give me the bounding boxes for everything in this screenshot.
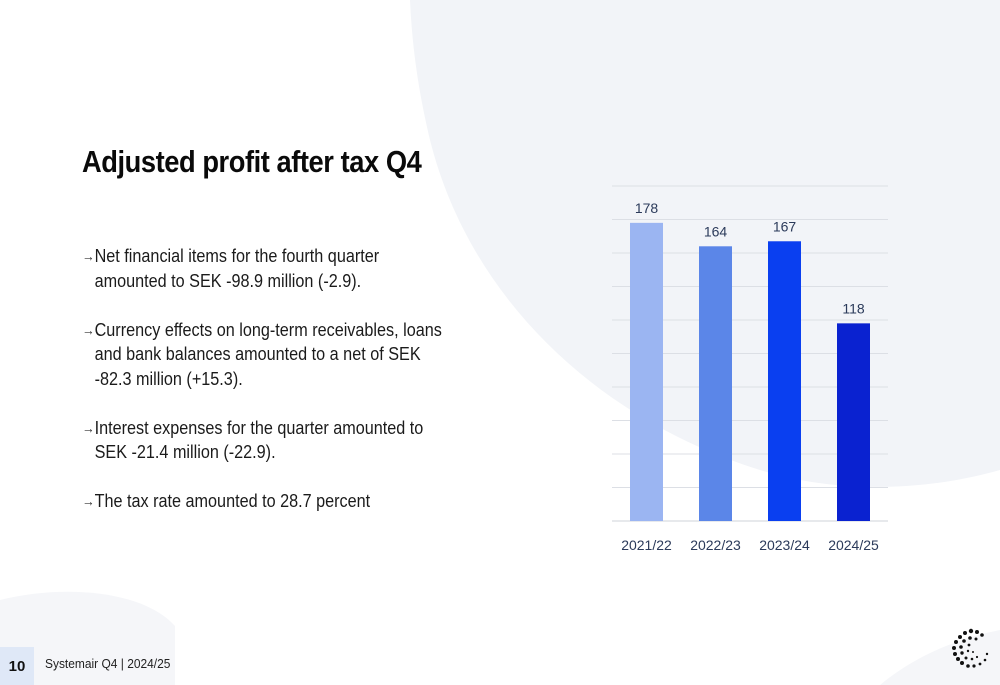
data-label: 118: [842, 300, 865, 316]
page-title: Adjusted profit after tax Q4: [82, 144, 422, 179]
bar: [630, 222, 663, 521]
arrow-right-icon: →: [82, 419, 95, 436]
bullet-item: → Interest expenses for the quarter amou…: [82, 416, 446, 465]
bullet-text: The tax rate amounted to 28.7 percent: [94, 491, 371, 511]
data-label: 164: [704, 223, 728, 239]
arrow-right-icon: →: [82, 321, 95, 338]
x-tick-label: 2021/22: [621, 537, 672, 553]
bullet-item: → The tax rate amounted to 28.7 percent: [82, 489, 446, 514]
bar: [768, 241, 801, 521]
x-tick-label: 2023/24: [759, 537, 810, 553]
data-label: 178: [635, 200, 659, 216]
x-tick-label: 2022/23: [690, 537, 741, 553]
bullet-text: Net financial items for the fourth quart…: [94, 246, 380, 291]
bar: [837, 323, 870, 521]
arrow-right-icon: →: [82, 248, 95, 264]
footer-label: Systemair Q4 | 2024/25: [45, 656, 171, 671]
systemair-logo-icon: [952, 628, 989, 668]
bar: [699, 246, 732, 522]
bullet-item: → Currency effects on long-term receivab…: [82, 318, 446, 392]
arrow-right-icon: →: [82, 493, 95, 509]
page-number: 10: [0, 647, 34, 685]
bullet-text: Interest expenses for the quarter amount…: [94, 417, 424, 463]
bullet-item: → Net financial items for the fourth qua…: [82, 244, 446, 293]
x-tick-label: 2024/25: [828, 537, 879, 553]
data-label: 167: [773, 218, 797, 234]
bullet-list: → Net financial items for the fourth qua…: [82, 244, 442, 538]
bullet-text: Currency effects on long-term receivable…: [94, 319, 442, 389]
